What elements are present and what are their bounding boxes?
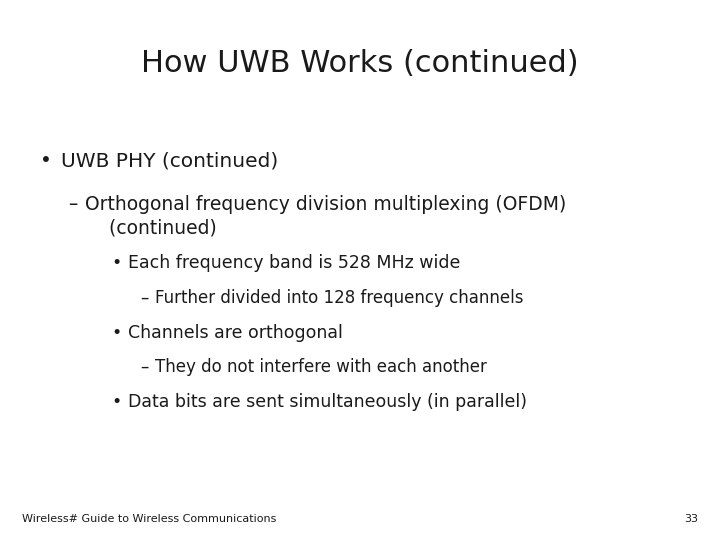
Text: –: – — [140, 358, 149, 376]
Text: –: – — [140, 289, 149, 307]
Text: •: • — [40, 151, 51, 170]
Text: •: • — [112, 324, 122, 342]
Text: Data bits are sent simultaneously (in parallel): Data bits are sent simultaneously (in pa… — [128, 393, 527, 411]
Text: How UWB Works (continued): How UWB Works (continued) — [141, 49, 579, 78]
Text: •: • — [112, 393, 122, 411]
Text: 33: 33 — [685, 514, 698, 524]
Text: Further divided into 128 frequency channels: Further divided into 128 frequency chann… — [155, 289, 523, 307]
Text: Channels are orthogonal: Channels are orthogonal — [128, 324, 343, 342]
Text: •: • — [112, 254, 122, 272]
Text: –: – — [68, 195, 78, 214]
Text: Wireless# Guide to Wireless Communications: Wireless# Guide to Wireless Communicatio… — [22, 514, 276, 524]
Text: Each frequency band is 528 MHz wide: Each frequency band is 528 MHz wide — [128, 254, 461, 272]
Text: UWB PHY (continued): UWB PHY (continued) — [61, 151, 279, 170]
Text: They do not interfere with each another: They do not interfere with each another — [155, 358, 487, 376]
Text: Orthogonal frequency division multiplexing (OFDM)
    (continued): Orthogonal frequency division multiplexi… — [85, 195, 566, 238]
